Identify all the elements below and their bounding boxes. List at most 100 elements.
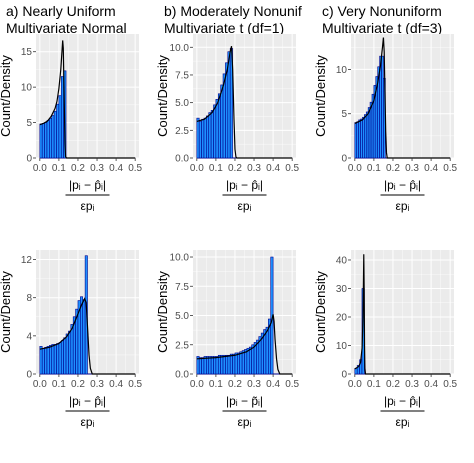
x-tick-label: 0.3 xyxy=(90,163,104,174)
x-tick-label: 0.0 xyxy=(33,163,47,174)
x-tick-label: 0.2 xyxy=(71,163,85,174)
histogram-bar xyxy=(41,347,45,375)
histogram-bar xyxy=(51,115,55,159)
histogram-bar xyxy=(196,117,200,159)
histogram-bar xyxy=(213,356,217,375)
histogram-bar xyxy=(44,122,48,159)
x-tick-label: 0.3 xyxy=(90,379,104,390)
x-tick-label: 0.2 xyxy=(228,379,242,390)
histogram-bar xyxy=(208,356,212,375)
histogram-bar xyxy=(63,337,67,375)
histogram-bar xyxy=(227,354,231,375)
y-tick-label: 10 xyxy=(336,341,348,352)
histogram-bar xyxy=(210,356,214,375)
y-tick-label: 5 xyxy=(341,109,347,120)
panel-0-2: 0 5 10 0.0 0.1 0.2 0.3 0.4 0.5 Count/Density |pᵢ −… xyxy=(313,34,458,213)
title-a-line2: Multivariate Normal xyxy=(6,20,127,36)
density-curve xyxy=(39,297,136,375)
histogram-bar xyxy=(203,356,207,375)
x-axis-label-numerator: |pᵢ − p̂ᵢ| xyxy=(69,394,106,408)
y-tick-label: 0 xyxy=(341,370,347,381)
histogram-bar xyxy=(248,346,252,375)
histogram-bar xyxy=(49,118,53,159)
column-titles: a) Nearly Uniform Multivariate Normal b)… xyxy=(6,3,442,36)
y-tick-label: 12 xyxy=(21,255,33,266)
x-tick-label: 0.5 xyxy=(443,379,457,390)
x-axis-label-numerator: |pᵢ − p̂ᵢ| xyxy=(226,178,263,192)
x-tick-label: 0.3 xyxy=(247,163,261,174)
histogram-bar xyxy=(220,84,224,159)
x-tick-label: 0.3 xyxy=(247,379,261,390)
histogram-bar xyxy=(53,344,57,375)
x-axis-label-denominator: εpᵢ xyxy=(238,415,252,429)
y-tick-label: 10 xyxy=(21,83,33,94)
histogram-bar xyxy=(70,324,74,375)
title-b-line2: Multivariate t (df=1) xyxy=(164,20,284,36)
panel-0-1: 0.0 2.5 5.0 7.5 10.0 0.0 0.1 0.2 0.3 0.4 0.5 Count/… xyxy=(155,34,300,213)
histogram-bar xyxy=(215,356,219,375)
panels: 0 5 10 15 0.0 0.1 0.2 0.3 0.4 0.5 Count/Density |pᵢ… xyxy=(0,34,458,429)
y-axis-label: Count/Density xyxy=(0,55,13,137)
panel-1-2: 0 10 20 30 40 0.0 0.1 0.2 0.3 0.4 0.5 Count/Density… xyxy=(313,250,458,429)
x-tick-label: 0.5 xyxy=(443,163,457,174)
x-tick-label: 0.5 xyxy=(285,163,299,174)
title-b-line1: b) Moderately Nonunif xyxy=(164,3,302,19)
histogram-bar xyxy=(51,344,55,375)
histogram-bar xyxy=(58,95,62,159)
panel-0-0: 0 5 10 15 0.0 0.1 0.2 0.3 0.4 0.5 Count/Density |pᵢ… xyxy=(0,34,143,213)
x-tick-label: 0.4 xyxy=(424,379,438,390)
histogram-bar xyxy=(82,299,86,375)
histogram-bar xyxy=(56,103,60,159)
panel-1-1: 0.0 2.5 5.0 7.5 10.0 0.0 0.1 0.2 0.3 0.4 0.5 Count/… xyxy=(155,250,300,429)
y-axis-label: Count/Density xyxy=(313,271,328,353)
x-tick-label: 0.0 xyxy=(348,379,362,390)
y-tick-label: 30 xyxy=(336,284,348,295)
histogram-bar xyxy=(58,342,62,375)
histogram-bar xyxy=(65,333,69,375)
histogram-bar xyxy=(256,339,260,375)
x-tick-label: 0.0 xyxy=(33,379,47,390)
density-curve xyxy=(354,37,451,159)
x-axis-label-numerator: |pᵢ − p̂ᵢ| xyxy=(384,394,421,408)
histogram-bar xyxy=(60,340,64,375)
histogram-bar xyxy=(41,122,45,159)
density-curve xyxy=(39,40,136,159)
density-curve xyxy=(196,314,293,375)
x-tick-label: 0.0 xyxy=(348,163,362,174)
x-tick-label: 0.1 xyxy=(209,379,223,390)
y-tick-label: 15 xyxy=(21,47,33,58)
histogram-bar xyxy=(201,118,205,159)
histogram-bar xyxy=(68,330,72,375)
y-axis-label: Count/Density xyxy=(313,55,328,137)
histogram-bar xyxy=(206,115,210,159)
x-tick-label: 0.1 xyxy=(209,163,223,174)
histogram-bar xyxy=(213,104,217,159)
x-axis-label-numerator: |pᵢ − p̃ᵢ| xyxy=(226,394,263,408)
histogram-bar xyxy=(198,357,202,375)
x-tick-label: 0.1 xyxy=(367,379,381,390)
histogram-bar xyxy=(239,351,243,375)
x-tick-label: 0.5 xyxy=(128,163,142,174)
histogram-bar xyxy=(39,123,43,159)
y-tick-label: 7.5 xyxy=(175,282,189,293)
y-tick-label: 0.0 xyxy=(175,154,189,165)
y-tick-label: 2.5 xyxy=(175,340,189,351)
y-tick-label: 5.0 xyxy=(175,98,189,109)
histogram-bar xyxy=(56,343,60,375)
x-tick-label: 0.3 xyxy=(405,379,419,390)
histogram-bar xyxy=(39,346,43,375)
histogram-bar xyxy=(46,120,50,159)
histogram-bar xyxy=(60,76,64,159)
histogram-bar xyxy=(232,353,236,375)
histogram-bar xyxy=(203,117,207,159)
y-tick-label: 10.0 xyxy=(170,253,190,264)
density-curve xyxy=(354,254,451,375)
title-c-line1: c) Very Nonuniform xyxy=(322,3,442,19)
histogram-bar xyxy=(237,352,241,375)
y-axis-label: Count/Density xyxy=(155,271,170,353)
x-tick-label: 0.4 xyxy=(109,379,123,390)
histogram-bar xyxy=(244,349,248,375)
y-tick-label: 40 xyxy=(336,255,348,266)
x-tick-label: 0.1 xyxy=(367,163,381,174)
